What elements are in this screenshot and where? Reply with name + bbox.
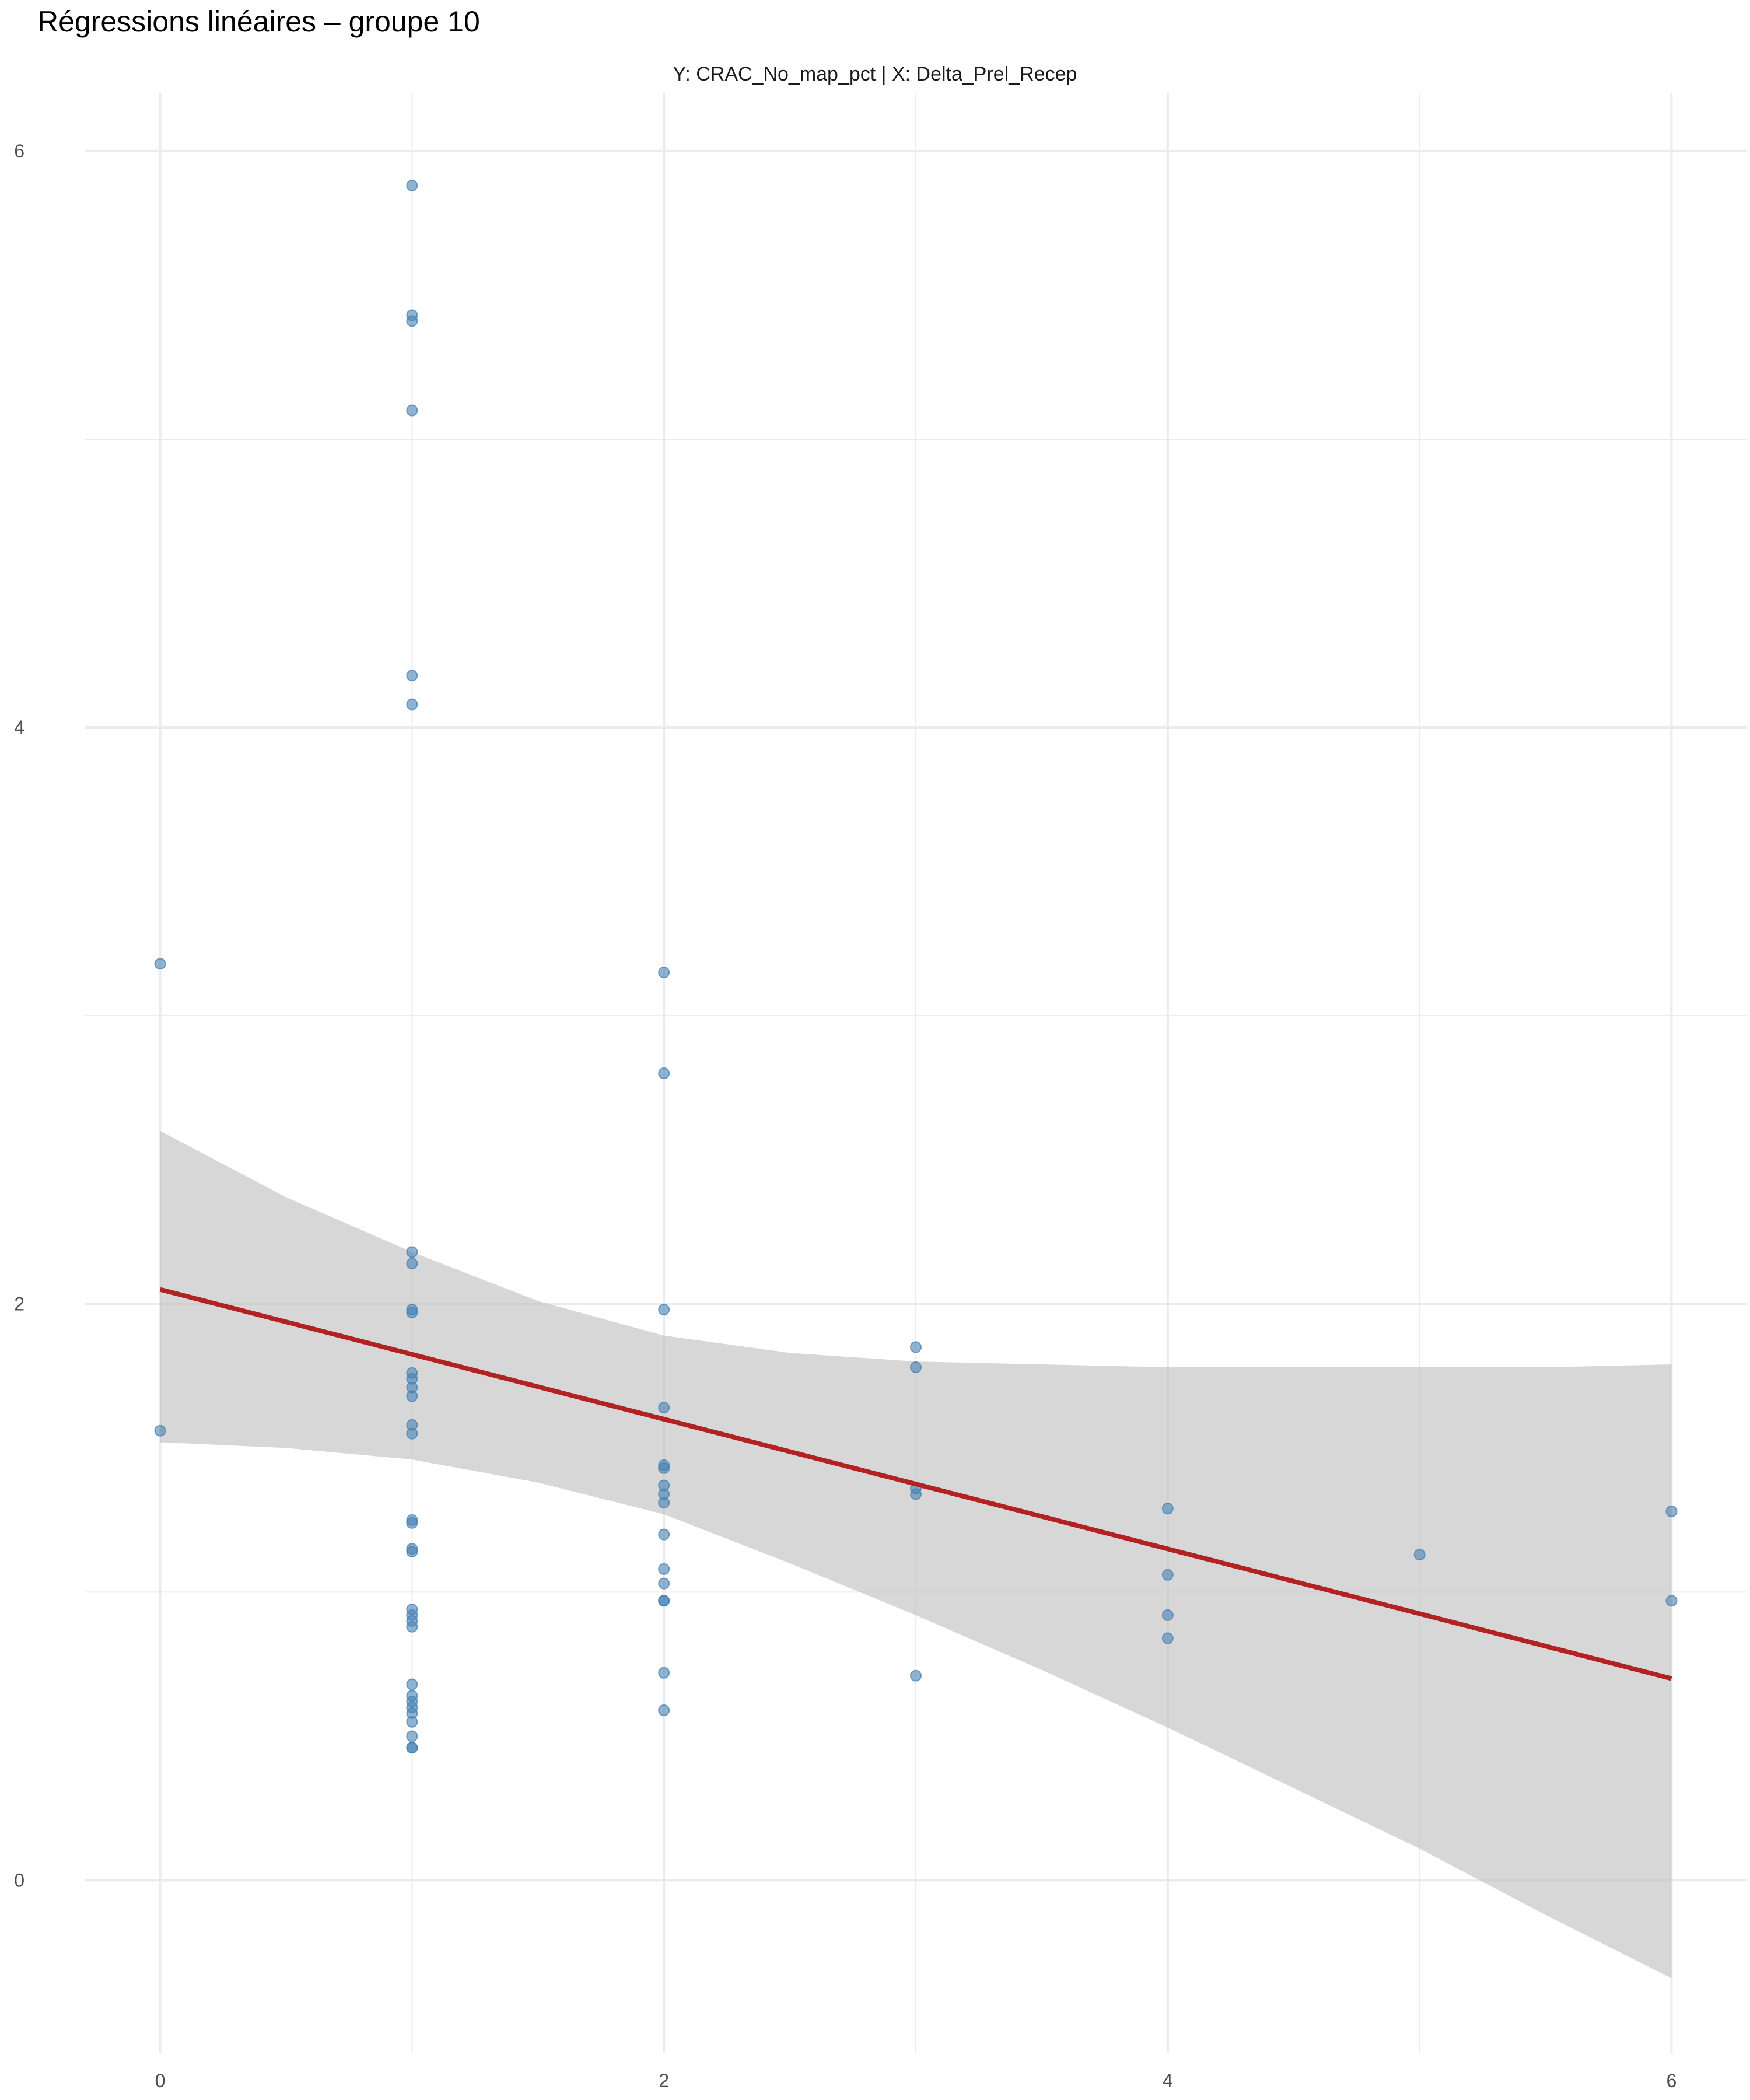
- data-point: [407, 670, 417, 681]
- data-point: [659, 1705, 669, 1716]
- data-point: [659, 1564, 669, 1574]
- data-point: [407, 180, 417, 191]
- data-point: [1163, 1503, 1173, 1514]
- data-point: [407, 1622, 417, 1632]
- data-point: [659, 1595, 669, 1606]
- data-point: [1163, 1570, 1173, 1580]
- y-axis-ticks: 0 2 4 6: [14, 141, 24, 1891]
- data-point: [659, 1530, 669, 1540]
- data-point: [407, 1247, 417, 1257]
- data-point: [659, 1668, 669, 1678]
- data-point: [407, 1546, 417, 1557]
- data-point: [911, 1342, 921, 1352]
- x-tick-label: 4: [1163, 2070, 1173, 2091]
- x-axis-ticks: 0 2 4 6: [155, 2070, 1677, 2091]
- data-point: [407, 1731, 417, 1741]
- x-tick-label: 0: [155, 2070, 166, 2091]
- data-point: [1666, 1595, 1676, 1606]
- data-point: [659, 1578, 669, 1589]
- data-point: [1666, 1506, 1676, 1517]
- x-tick-label: 6: [1667, 2070, 1677, 2091]
- data-point: [407, 1307, 417, 1318]
- data-point: [1163, 1633, 1173, 1643]
- y-tick-label: 4: [14, 717, 24, 738]
- y-tick-label: 6: [14, 141, 24, 162]
- x-tick-label: 2: [659, 2070, 669, 2091]
- data-point: [659, 967, 669, 978]
- data-point: [155, 958, 166, 969]
- data-point: [407, 1742, 417, 1753]
- data-point: [911, 1489, 921, 1499]
- data-point: [659, 1463, 669, 1474]
- data-point: [407, 405, 417, 416]
- data-point: [407, 699, 417, 710]
- data-point: [407, 316, 417, 326]
- y-tick-label: 2: [14, 1293, 24, 1314]
- data-point: [911, 1362, 921, 1373]
- data-point: [407, 1717, 417, 1727]
- data-point: [659, 1068, 669, 1079]
- data-point: [407, 1518, 417, 1528]
- data-point: [407, 1679, 417, 1690]
- data-point: [155, 1426, 166, 1436]
- data-point: [659, 1402, 669, 1413]
- data-point: [911, 1671, 921, 1681]
- data-point: [659, 1304, 669, 1315]
- data-point: [407, 1391, 417, 1401]
- data-point: [1415, 1549, 1425, 1560]
- data-point: [407, 1258, 417, 1269]
- data-point: [407, 1429, 417, 1439]
- data-point: [659, 1497, 669, 1508]
- data-point: [1163, 1610, 1173, 1620]
- y-tick-label: 0: [14, 1870, 24, 1891]
